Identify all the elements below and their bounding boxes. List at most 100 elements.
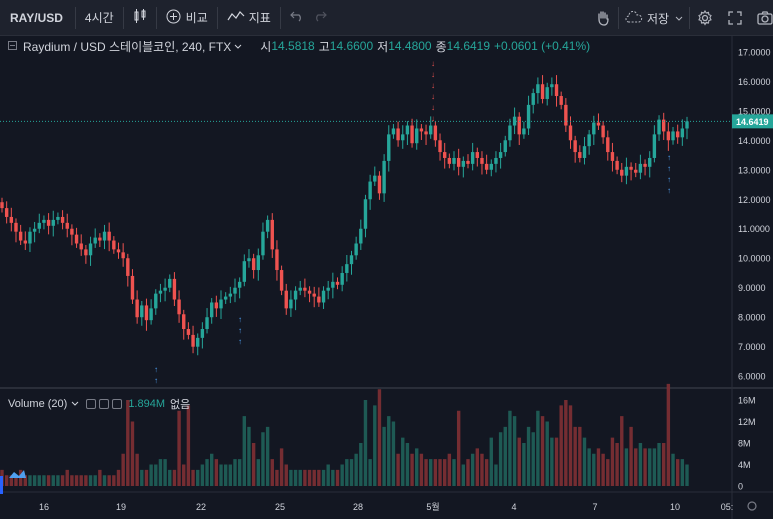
chevron-down-icon[interactable] [234, 39, 242, 53]
series-title[interactable]: Raydium / USD 스테이블코인, 240, FTX [23, 39, 232, 54]
volume-bar [233, 459, 237, 486]
volume-bar [74, 475, 79, 486]
chart-style-button[interactable] [124, 0, 156, 36]
toolbar-divider [122, 6, 124, 29]
candle-body [345, 264, 349, 273]
candle-body [419, 128, 424, 132]
close-icon[interactable] [112, 399, 123, 409]
volume-bar [475, 448, 480, 486]
volume-bar [275, 469, 279, 486]
volume-bar [116, 469, 121, 486]
undo-button[interactable] [281, 0, 313, 36]
volume-value: 1.894M [128, 398, 166, 410]
candle-body [307, 290, 312, 294]
indicators-button[interactable]: 지표 [218, 0, 280, 36]
volume-bar [32, 475, 37, 486]
volume-bar [671, 453, 675, 486]
candle-body [675, 131, 680, 138]
candle-body [163, 287, 167, 291]
volume-bar [247, 426, 251, 486]
visibility-icon[interactable] [86, 399, 97, 409]
candle-body [550, 84, 554, 88]
camera-icon[interactable] [750, 0, 773, 36]
volume-bar [256, 459, 260, 486]
volume-bar [298, 469, 302, 486]
volume-bar [331, 469, 335, 486]
volume-bar [606, 459, 610, 486]
candle-body [359, 228, 363, 244]
last-price-label: 14.6419 [736, 117, 769, 127]
candle-body [135, 299, 139, 318]
volume-bar [93, 475, 97, 486]
candle-body [289, 299, 293, 309]
collapse-icon[interactable] [8, 39, 17, 53]
high-label: 고 [318, 39, 330, 54]
redo-button[interactable] [313, 0, 336, 36]
candle-body [60, 216, 65, 223]
time-tick-label: 10 [670, 502, 680, 512]
candle-body [349, 255, 354, 265]
volume-bar [284, 464, 288, 486]
volume-bar [363, 400, 368, 486]
candle-body [526, 104, 531, 129]
fullscreen-icon[interactable] [720, 0, 750, 36]
symbol-search[interactable]: RAY/USD [10, 10, 63, 25]
candle-body [429, 125, 433, 135]
save-button[interactable]: 저장 [619, 0, 689, 36]
volume-bar [317, 469, 321, 486]
signal-arrow-icon: ↓ [431, 103, 435, 112]
volume-bar [461, 464, 466, 486]
price-chart[interactable]: 17.0000 16.0000 15.0000 14.0000 13.0000 12.00… [0, 36, 773, 519]
candle-body [28, 231, 32, 244]
candle-body [312, 293, 316, 297]
candle-body [368, 181, 372, 200]
candle-body [303, 287, 307, 291]
price-tick-label: 13.0000 [738, 165, 771, 175]
candle-body [84, 249, 88, 256]
legend-bar: Raydium / USD 스테이블코인, 240, FTX 시 14.5818 … [0, 38, 590, 54]
volume-name[interactable]: Volume (20) [8, 398, 68, 410]
close-label: 종 [435, 39, 447, 54]
candle-body [475, 152, 480, 158]
volume-bar [303, 469, 307, 486]
volume-bar [648, 448, 652, 486]
candle-body [615, 160, 619, 170]
candle-body [242, 261, 247, 282]
chevron-down-icon[interactable] [71, 398, 79, 410]
volume-bar [335, 469, 340, 486]
toolbar-divider [618, 7, 619, 29]
settings-gear-icon[interactable] [690, 0, 720, 36]
candle-body [480, 157, 484, 164]
volume-bar [368, 459, 372, 486]
hand-icon[interactable] [588, 0, 618, 36]
interval-button[interactable]: 4시간 [84, 11, 114, 25]
volume-bar [289, 469, 293, 486]
volume-bar [503, 426, 507, 486]
candle-body [452, 157, 456, 164]
candle-body [107, 231, 111, 241]
volume-bar [270, 459, 274, 486]
candle-body [228, 293, 233, 297]
candle-body [237, 281, 242, 288]
price-tick-label: 15.0000 [738, 106, 771, 116]
volume-bar [610, 437, 615, 486]
last-price-badge [732, 114, 773, 129]
volume-bar [573, 426, 577, 486]
candle-body [415, 128, 419, 144]
candle-body [554, 84, 559, 97]
axis-settings-icon [747, 501, 757, 511]
candle-body [508, 125, 512, 141]
candle-body [70, 228, 74, 235]
volume-bar [28, 475, 32, 486]
volume-bar [158, 459, 163, 486]
settings-icon[interactable] [99, 399, 110, 409]
volume-bar [186, 405, 191, 486]
volume-bar [56, 475, 60, 486]
candle-body [629, 166, 633, 170]
volume-bar [279, 448, 284, 486]
candle-body [461, 160, 466, 167]
compare-button[interactable]: 비교 [157, 0, 217, 36]
volume-bar [209, 453, 214, 486]
volume-bar [88, 475, 93, 486]
candle-body [470, 152, 475, 164]
